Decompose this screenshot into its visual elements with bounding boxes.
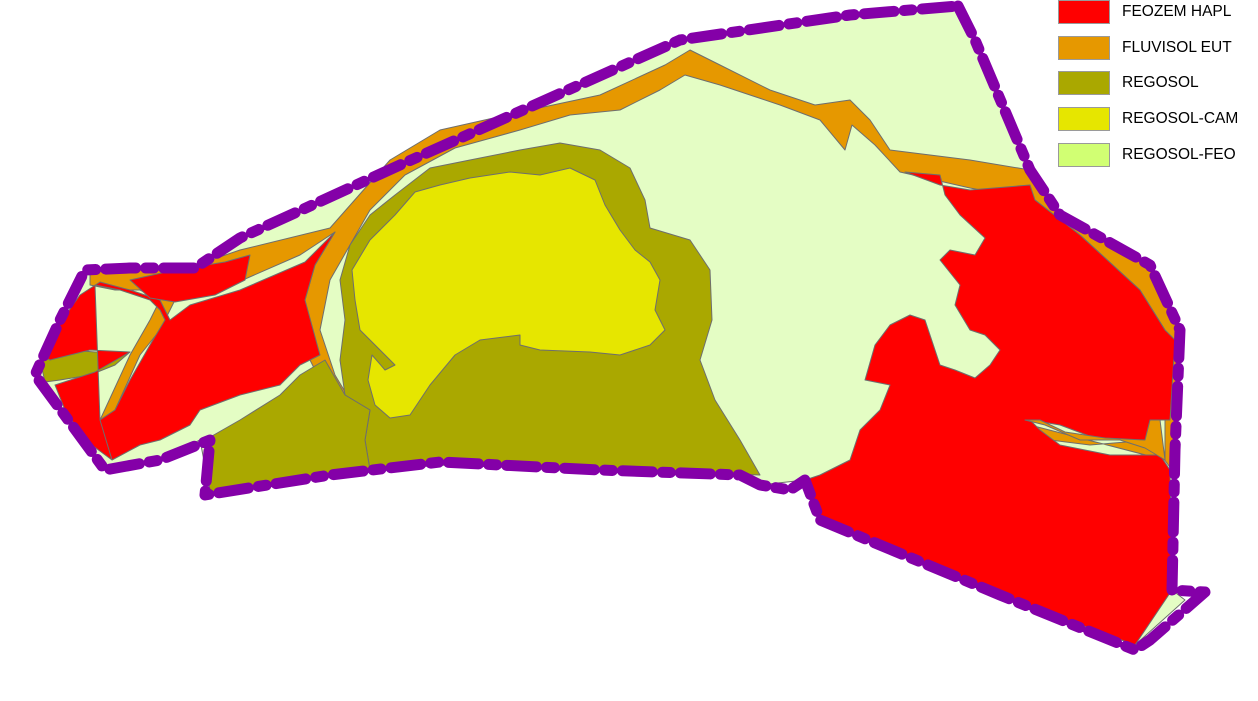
- map-legend: FEOZEM HAPL FLUVISOL EUT REGOSOL REGOSOL…: [1058, 0, 1258, 200]
- legend-item-regosol: REGOSOL: [1058, 71, 1258, 95]
- legend-swatch-regosol: [1058, 71, 1110, 95]
- municipal-boundary[interactable]: [29, 0, 1211, 656]
- legend-label-feozem-hapl: FEOZEM HAPL: [1122, 3, 1232, 20]
- legend-item-fluvisol-eut: FLUVISOL EUT: [1058, 36, 1258, 60]
- legend-swatch-feozem-hapl: [1058, 0, 1110, 24]
- soil-unit-feozem-east[interactable]: [804, 171, 1176, 646]
- legend-swatch-regosol-feo: [1058, 143, 1110, 167]
- legend-swatch-fluvisol-eut: [1058, 36, 1110, 60]
- soil-unit-fluvisol-east-strip[interactable]: [1024, 419, 1166, 461]
- legend-label-regosol-cam: REGOSOL-CAM: [1122, 110, 1239, 127]
- legend-swatch-regosol-cam: [1058, 107, 1110, 131]
- legend-item-feozem-hapl: FEOZEM HAPL: [1058, 0, 1258, 24]
- legend-item-regosol-cam: REGOSOL-CAM: [1058, 107, 1258, 131]
- legend-label-fluvisol-eut: FLUVISOL EUT: [1122, 39, 1232, 56]
- legend-label-regosol-feo: REGOSOL-FEO: [1122, 146, 1236, 163]
- legend-item-regosol-feo: REGOSOL-FEO: [1058, 143, 1258, 167]
- soil-unit-regosol-cam[interactable]: [351, 167, 666, 419]
- legend-label-regosol: REGOSOL: [1122, 74, 1199, 91]
- soil-unit-feozem-west[interactable]: [39, 231, 336, 461]
